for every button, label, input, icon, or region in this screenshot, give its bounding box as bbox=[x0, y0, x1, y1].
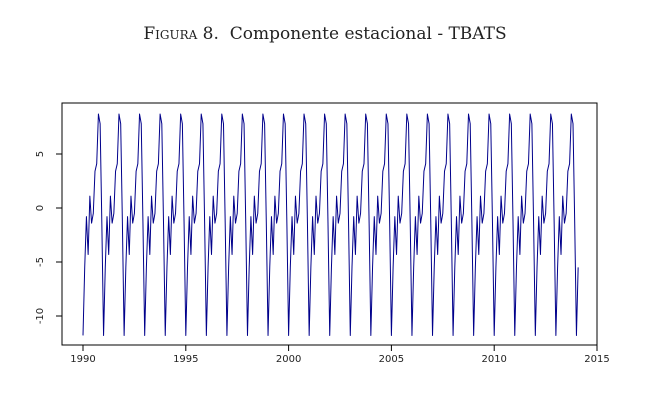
y-tick-label: -10 bbox=[35, 308, 46, 324]
series bbox=[82, 113, 579, 336]
seasonal-line bbox=[82, 113, 579, 336]
figure-number: Figura 8. bbox=[143, 24, 219, 44]
title-text: Componente estacional - TBATS bbox=[229, 24, 507, 44]
chart-title: Figura 8. Componente estacional - TBATS bbox=[0, 24, 650, 44]
x-tick-label: 2015 bbox=[584, 354, 609, 365]
x-tick-label: 2005 bbox=[379, 354, 404, 365]
x-tick-label: 1990 bbox=[70, 354, 95, 365]
x-tick-label: 1995 bbox=[173, 354, 198, 365]
y-tick-label: -5 bbox=[35, 257, 46, 267]
y-tick-label: 5 bbox=[35, 151, 46, 157]
x-tick-label: 2010 bbox=[481, 354, 506, 365]
y-axis: -10 -5 0 5 bbox=[35, 151, 63, 324]
x-tick-label: 2000 bbox=[276, 354, 301, 365]
y-tick-label: 0 bbox=[35, 205, 46, 211]
x-axis: 1990 1995 2000 2005 2010 2015 bbox=[70, 344, 610, 365]
